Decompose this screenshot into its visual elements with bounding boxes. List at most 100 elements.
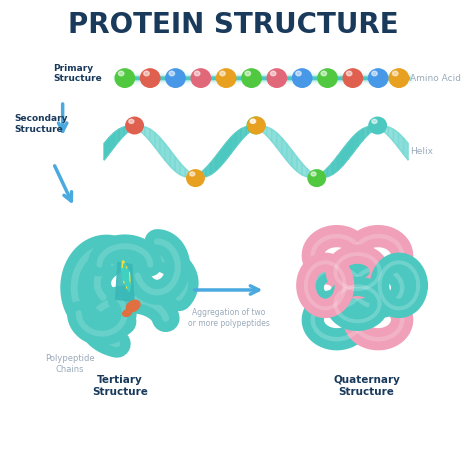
Text: Polypeptide
Chains: Polypeptide Chains <box>45 355 94 374</box>
Ellipse shape <box>245 71 251 76</box>
Polygon shape <box>246 127 251 135</box>
Ellipse shape <box>270 71 276 76</box>
Ellipse shape <box>191 69 210 87</box>
Polygon shape <box>104 127 408 177</box>
Polygon shape <box>358 129 363 146</box>
Ellipse shape <box>118 71 124 76</box>
Polygon shape <box>368 127 373 135</box>
Polygon shape <box>363 127 368 140</box>
Ellipse shape <box>389 69 409 87</box>
Polygon shape <box>241 127 246 140</box>
Polygon shape <box>297 157 302 175</box>
Ellipse shape <box>250 119 255 123</box>
Polygon shape <box>322 168 328 177</box>
Polygon shape <box>388 127 393 141</box>
Ellipse shape <box>296 71 301 76</box>
Polygon shape <box>195 173 201 177</box>
Ellipse shape <box>318 69 337 87</box>
Text: Aggregation of two
or more polypeptides: Aggregation of two or more polypeptides <box>188 309 269 328</box>
Ellipse shape <box>372 119 377 123</box>
Polygon shape <box>332 156 337 174</box>
Text: Quaternary
Structure: Quaternary Structure <box>333 375 400 397</box>
Ellipse shape <box>267 69 286 87</box>
Polygon shape <box>403 138 408 160</box>
Polygon shape <box>262 127 266 136</box>
Polygon shape <box>175 157 180 174</box>
Polygon shape <box>160 137 165 160</box>
Polygon shape <box>210 156 216 174</box>
Polygon shape <box>256 127 262 131</box>
Polygon shape <box>393 129 399 147</box>
Ellipse shape <box>368 69 388 87</box>
Ellipse shape <box>346 71 352 76</box>
Polygon shape <box>129 127 135 131</box>
Text: Amino Acid: Amino Acid <box>410 73 461 82</box>
Polygon shape <box>353 132 358 153</box>
Polygon shape <box>165 144 170 166</box>
Text: Helix: Helix <box>410 147 433 156</box>
Ellipse shape <box>369 117 386 134</box>
Ellipse shape <box>144 71 149 76</box>
Polygon shape <box>337 149 343 171</box>
Polygon shape <box>109 133 114 154</box>
Ellipse shape <box>220 71 225 76</box>
Ellipse shape <box>372 71 377 76</box>
Polygon shape <box>343 143 348 165</box>
Ellipse shape <box>115 69 135 87</box>
Polygon shape <box>231 132 236 153</box>
Ellipse shape <box>343 69 363 87</box>
Ellipse shape <box>187 170 204 186</box>
Polygon shape <box>272 129 277 147</box>
Polygon shape <box>155 133 160 154</box>
Ellipse shape <box>247 117 265 134</box>
Polygon shape <box>312 173 317 177</box>
Polygon shape <box>302 163 307 177</box>
Polygon shape <box>226 137 231 160</box>
Ellipse shape <box>247 117 264 134</box>
Polygon shape <box>282 138 287 161</box>
Polygon shape <box>266 127 272 141</box>
Ellipse shape <box>123 310 132 317</box>
Polygon shape <box>116 262 134 301</box>
Polygon shape <box>114 129 119 147</box>
Polygon shape <box>373 127 378 130</box>
Ellipse shape <box>217 69 236 87</box>
Polygon shape <box>216 150 221 171</box>
Ellipse shape <box>311 172 316 176</box>
Polygon shape <box>135 127 140 131</box>
Polygon shape <box>251 127 256 131</box>
Text: Secondary
Structure: Secondary Structure <box>14 114 68 134</box>
Polygon shape <box>185 169 191 177</box>
Ellipse shape <box>392 71 398 76</box>
Polygon shape <box>221 143 226 166</box>
Polygon shape <box>170 150 175 171</box>
Ellipse shape <box>251 119 255 123</box>
Polygon shape <box>124 127 129 135</box>
Ellipse shape <box>308 170 326 186</box>
Text: PROTEIN STRUCTURE: PROTEIN STRUCTURE <box>68 11 398 39</box>
Polygon shape <box>328 163 332 177</box>
Ellipse shape <box>321 71 327 76</box>
Text: Tertiary
Structure: Tertiary Structure <box>92 375 148 397</box>
Polygon shape <box>236 129 241 147</box>
Ellipse shape <box>194 71 200 76</box>
Ellipse shape <box>126 301 140 312</box>
Polygon shape <box>292 150 297 171</box>
Ellipse shape <box>169 71 174 76</box>
Polygon shape <box>277 133 282 154</box>
Polygon shape <box>150 129 155 147</box>
Ellipse shape <box>190 172 195 176</box>
Ellipse shape <box>129 119 134 123</box>
Polygon shape <box>119 127 124 141</box>
Polygon shape <box>348 137 353 160</box>
Polygon shape <box>140 127 145 135</box>
Polygon shape <box>317 173 322 177</box>
Polygon shape <box>383 127 388 136</box>
Ellipse shape <box>126 117 143 134</box>
Polygon shape <box>201 168 206 177</box>
Polygon shape <box>104 137 109 160</box>
Ellipse shape <box>242 69 261 87</box>
Polygon shape <box>145 127 150 141</box>
Polygon shape <box>191 173 195 177</box>
Polygon shape <box>180 163 185 177</box>
